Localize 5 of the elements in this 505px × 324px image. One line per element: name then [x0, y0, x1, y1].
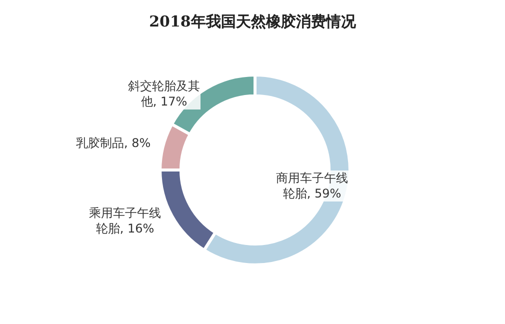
slice-label: 斜交轮胎及其他, 17% — [128, 79, 200, 109]
chart-title: 2018年我国天然橡胶消费情况 — [149, 12, 357, 31]
slice-label: 乳胶制品, 8% — [76, 136, 151, 150]
slice-label: 乘用车子午线轮胎, 16% — [89, 206, 161, 236]
slice-label: 商用车子午线轮胎, 59% — [276, 171, 348, 201]
